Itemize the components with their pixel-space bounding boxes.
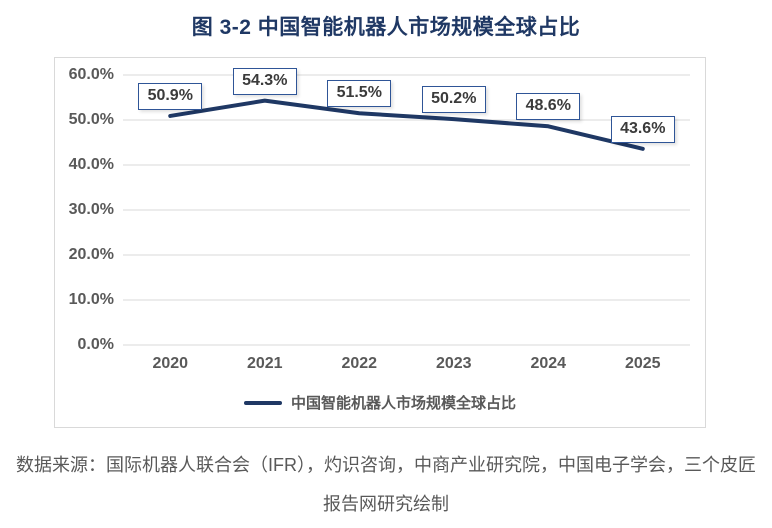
x-axis-tick-label: 2025 [624,355,661,372]
plot-svg [123,74,690,346]
legend: 中国智能机器人市场规模全球占比 [55,392,705,413]
y-axis-tick-label: 20.0% [68,246,114,263]
line-series [168,98,645,151]
data-point-label: 50.2% [421,86,486,114]
chart-title: 图 3-2 中国智能机器人市场规模全球占比 [191,16,581,39]
y-axis-tick-label: 60.0% [68,66,114,83]
x-axis-tick-label: 2020 [152,355,189,372]
x-axis-tick-label: 2022 [341,355,378,372]
y-axis-tick-label: 0.0% [77,336,114,353]
y-axis-tick-label: 40.0% [68,156,114,173]
legend-line-marker [243,400,282,405]
chart-container: 60.0% 50.0% 40.0% 30.0% 20.0% 10.0% 0.0% 2020 2… [54,57,706,428]
data-point-label: 43.6% [610,115,675,143]
legend-label: 中国智能机器人市场规模全球占比 [290,395,516,412]
x-axis-tick-label: 2021 [246,355,283,372]
source-note-line2: 报告网研究绘制 [323,494,449,514]
gridlines [123,74,690,346]
x-axis-tick-label: 2024 [530,355,567,372]
data-point-label: 54.3% [232,67,297,95]
data-point-label: 48.6% [516,93,581,121]
data-point-label: 51.5% [327,80,392,108]
y-axis-tick-label: 50.0% [68,111,114,128]
y-axis-tick-label: 10.0% [68,291,114,308]
data-point-label: 50.9% [138,82,203,110]
y-axis-tick-label: 30.0% [68,201,114,218]
x-axis-tick-label: 2023 [435,355,472,372]
source-note-line1: 数据来源：国际机器人联合会（IFR），灼识咨询，中商产业研究院，中国电子学会，三… [16,455,756,475]
